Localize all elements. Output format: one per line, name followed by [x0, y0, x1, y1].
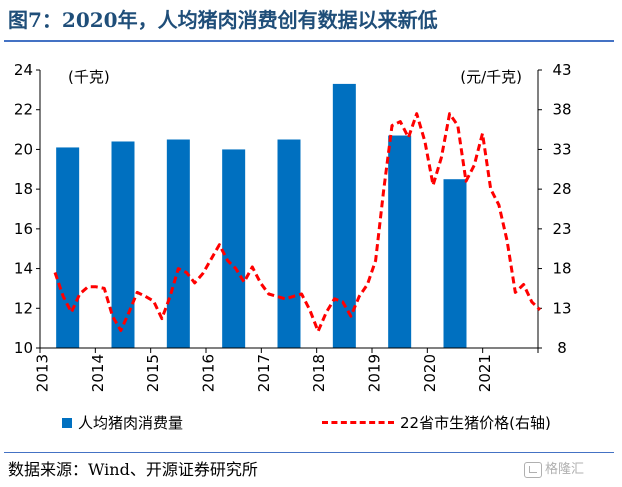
legend-item-bar: 人均猪肉消费量 — [62, 410, 282, 436]
bar-2014 — [111, 141, 135, 348]
left-tick-label: 12 — [14, 299, 33, 317]
left-tick-label: 18 — [14, 180, 33, 198]
right-tick-label: 43 — [552, 61, 571, 79]
bar-2016 — [222, 149, 246, 348]
x-tick-label: 2018 — [310, 354, 328, 392]
x-tick-label: 2020 — [421, 354, 439, 392]
watermark: 格隆汇 — [524, 458, 616, 482]
right-axis-unit-label: (元/千克) — [460, 68, 522, 86]
legend-item-line: 22省市生猪价格(右轴) — [322, 410, 612, 436]
legend-bar-label: 人均猪肉消费量 — [78, 414, 184, 432]
bar-2018 — [332, 83, 356, 349]
x-tick-label: 2016 — [200, 354, 218, 392]
left-tick-label: 14 — [14, 260, 33, 278]
legend-line-label: 22省市生猪价格(右轴) — [400, 414, 551, 432]
left-tick-label: 24 — [14, 61, 33, 79]
right-tick-label: 8 — [557, 339, 567, 357]
x-tick-label: 2014 — [89, 354, 107, 392]
bar-2019 — [388, 135, 412, 348]
legend-bar-swatch — [62, 418, 72, 428]
left-axis-unit-label: (千克) — [68, 68, 110, 86]
source-note: 数据来源：Wind、开源证券研究所 — [8, 460, 258, 479]
x-tick-label: 2021 — [476, 354, 494, 392]
right-tick-label: 33 — [552, 140, 571, 158]
left-tick-label: 10 — [14, 339, 33, 357]
bar-2020 — [443, 179, 467, 348]
right-tick-label: 28 — [552, 180, 571, 198]
watermark-text: 格隆汇 — [545, 462, 585, 477]
left-tick-label: 20 — [14, 140, 33, 158]
figure-title: 图7：2020年，人均猪肉消费创有数据以来新低 — [8, 8, 438, 32]
legend-line-swatch — [322, 421, 394, 424]
source-rule — [4, 452, 614, 453]
chart-svg: 10 12 14 16 18 20 22 24 8 13 18 23 28 33 38 43 2013 2014 2… — [14, 61, 572, 392]
title-rule — [4, 40, 614, 42]
x-tick-label: 2013 — [34, 354, 52, 392]
right-tick-label: 23 — [552, 220, 571, 238]
x-tick-label: 2017 — [255, 354, 273, 392]
watermark-logo-icon — [524, 461, 542, 478]
x-tick-label: 2019 — [366, 354, 384, 392]
right-tick-label: 38 — [552, 101, 571, 119]
x-tick-label: 2015 — [144, 354, 162, 392]
bar-2013 — [56, 147, 80, 348]
right-tick-label: 13 — [552, 299, 571, 317]
bar-series — [56, 83, 467, 349]
left-tick-label: 22 — [14, 101, 33, 119]
axes: 10 12 14 16 18 20 22 24 8 13 18 23 28 33 38 43 2013 2014 2… — [14, 61, 572, 392]
bar-2015 — [166, 139, 190, 348]
bar-2017 — [277, 139, 301, 348]
right-tick-label: 18 — [552, 260, 571, 278]
left-tick-label: 16 — [14, 220, 33, 238]
legend: 人均猪肉消费量 22省市生猪价格(右轴) — [58, 410, 614, 436]
